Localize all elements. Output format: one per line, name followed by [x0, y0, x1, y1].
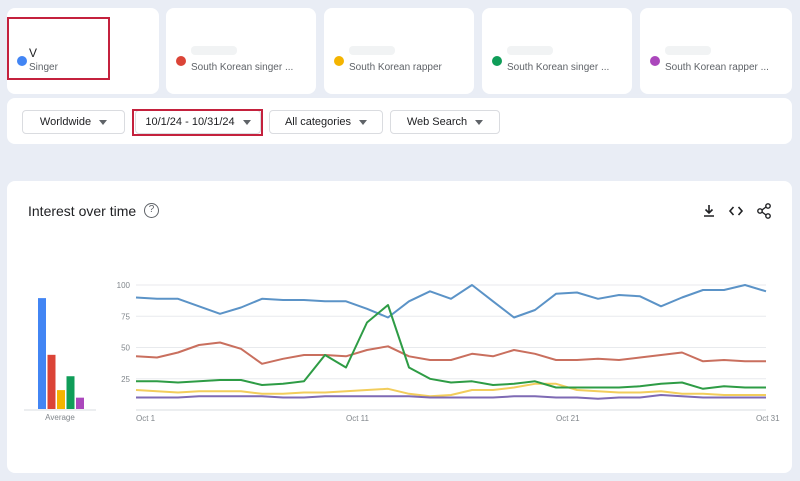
term-color-dot	[176, 56, 186, 66]
term-name: V	[29, 46, 38, 60]
chevron-down-icon	[242, 119, 251, 125]
x-tick-label: Oct 1	[136, 414, 156, 423]
term-color-dot	[17, 56, 27, 66]
share-icon[interactable]	[755, 202, 773, 220]
average-bar	[47, 354, 56, 409]
term-card[interactable]: South Korean singer ...	[166, 8, 316, 94]
embed-icon[interactable]	[727, 202, 745, 220]
interest-over-time-panel	[7, 181, 792, 473]
panel-title: Interest over time	[28, 203, 137, 219]
term-card[interactable]: South Korean rapper ...	[640, 8, 792, 94]
y-tick-label: 75	[121, 312, 130, 321]
date-range-label: 10/1/24 - 10/31/24	[145, 116, 235, 128]
term-name-redacted	[507, 46, 553, 55]
term-name-redacted	[191, 46, 237, 55]
highlight-box-date	[132, 109, 263, 136]
term-name-redacted	[665, 46, 711, 55]
y-tick-label: 25	[121, 375, 130, 384]
category-dropdown[interactable]: All categories	[269, 110, 383, 134]
term-color-dot	[492, 56, 502, 66]
chevron-down-icon	[359, 119, 368, 125]
x-tick-label: Oct 11	[346, 414, 370, 423]
term-card[interactable]: South Korean rapper	[324, 8, 474, 94]
average-bar	[76, 397, 84, 409]
term-type: South Korean singer ...	[191, 62, 294, 73]
term-color-dot	[334, 56, 344, 66]
help-icon[interactable]: ?	[144, 203, 159, 218]
highlight-box-term	[7, 17, 110, 80]
series-line	[136, 394, 766, 400]
term-type: South Korean rapper ...	[665, 62, 769, 73]
term-type: South Korean singer ...	[507, 62, 610, 73]
term-type: Singer	[29, 62, 58, 73]
term-color-dot	[650, 56, 660, 66]
chevron-down-icon	[475, 119, 484, 125]
average-label: Average	[45, 413, 75, 422]
average-bar	[66, 376, 75, 409]
series-line	[135, 341, 766, 365]
search-type-label: Web Search	[406, 116, 468, 128]
category-label: All categories	[284, 116, 352, 128]
download-icon[interactable]	[700, 202, 718, 220]
average-bar	[38, 298, 46, 409]
region-label: Worldwide	[39, 116, 92, 128]
term-card[interactable]: South Korean singer ...	[482, 8, 632, 94]
term-type: South Korean rapper	[349, 62, 442, 73]
series-line	[136, 304, 766, 390]
chevron-down-icon	[99, 119, 108, 125]
average-bar	[57, 390, 65, 409]
region-dropdown[interactable]: Worldwide	[22, 110, 125, 134]
y-tick-label: 50	[121, 344, 130, 353]
series-line	[135, 382, 766, 398]
y-tick-label: 100	[117, 281, 131, 290]
term-name-redacted	[349, 46, 395, 55]
x-tick-label: Oct 31	[756, 414, 780, 423]
series-line	[135, 284, 767, 319]
x-tick-label: Oct 21	[556, 414, 580, 423]
search-type-dropdown[interactable]: Web Search	[390, 110, 500, 134]
